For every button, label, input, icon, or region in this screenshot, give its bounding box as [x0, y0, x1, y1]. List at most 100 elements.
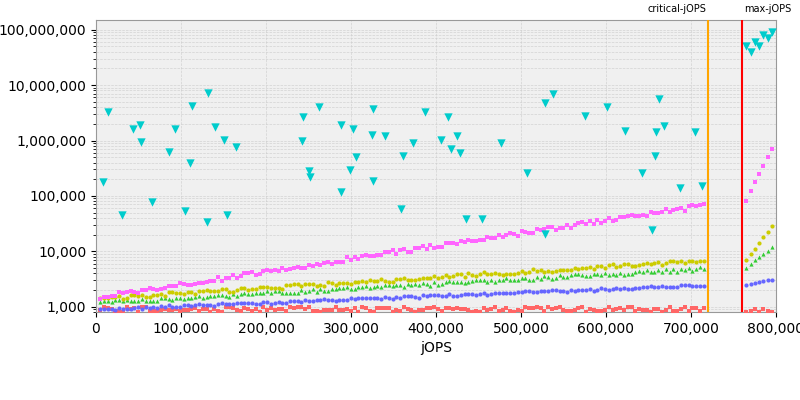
Point	[626, 304, 638, 310]
Point	[568, 265, 581, 272]
Point	[98, 298, 110, 304]
Point	[261, 307, 274, 314]
Point	[670, 284, 683, 290]
Point	[606, 270, 619, 277]
Point	[382, 278, 395, 285]
Point	[659, 266, 672, 272]
Point	[568, 306, 581, 313]
Point	[158, 306, 171, 312]
Point	[326, 286, 338, 292]
Point	[257, 304, 270, 310]
Point	[757, 32, 770, 38]
Point	[652, 284, 665, 290]
Point	[740, 198, 753, 204]
Point	[682, 203, 695, 209]
Point	[200, 279, 213, 286]
Point	[121, 297, 134, 304]
Point	[439, 305, 452, 311]
Point	[542, 273, 554, 280]
Point	[432, 292, 445, 298]
Point	[386, 247, 399, 254]
Point	[230, 287, 243, 294]
Point	[454, 292, 467, 298]
Point	[542, 224, 554, 230]
Point	[561, 308, 574, 314]
Point	[432, 282, 445, 288]
Point	[295, 299, 308, 305]
Point	[254, 308, 266, 315]
Point	[150, 287, 163, 293]
Point	[633, 213, 646, 220]
Point	[127, 126, 140, 132]
Point	[204, 292, 217, 299]
Point	[299, 306, 312, 312]
Point	[695, 183, 708, 189]
Point	[417, 274, 430, 281]
Point	[439, 240, 452, 246]
Point	[234, 273, 247, 279]
Point	[682, 307, 695, 314]
Point	[196, 280, 209, 286]
Point	[546, 287, 558, 294]
Point	[740, 309, 753, 315]
Point	[166, 282, 178, 289]
Point	[329, 282, 342, 288]
Point	[106, 306, 118, 312]
Point	[534, 288, 547, 294]
Point	[674, 258, 687, 264]
Point	[557, 274, 570, 280]
Point	[454, 279, 467, 286]
Point	[117, 308, 130, 315]
Point	[215, 300, 228, 306]
Point	[443, 305, 456, 311]
Point	[359, 283, 372, 289]
Point	[189, 281, 202, 288]
Point	[265, 300, 278, 307]
Point	[352, 256, 365, 262]
Point	[655, 261, 668, 268]
Point	[346, 125, 359, 132]
Point	[606, 286, 619, 292]
Point	[193, 293, 206, 300]
Point	[409, 294, 422, 300]
Point	[489, 278, 502, 285]
Point	[280, 290, 293, 296]
Point	[766, 309, 778, 315]
Point	[686, 258, 698, 264]
Point	[174, 308, 186, 314]
Point	[134, 139, 147, 146]
Point	[435, 244, 448, 250]
Point	[333, 297, 346, 303]
Point	[633, 284, 646, 291]
Point	[382, 295, 395, 302]
Point	[591, 287, 604, 294]
Point	[667, 257, 680, 264]
Point	[572, 287, 585, 293]
Point	[254, 284, 266, 290]
Point	[470, 272, 482, 279]
Point	[238, 270, 251, 276]
Point	[215, 292, 228, 298]
Point	[644, 269, 657, 275]
Point	[287, 304, 300, 311]
Point	[629, 269, 642, 275]
Point	[595, 263, 608, 269]
Point	[504, 308, 517, 314]
Point	[485, 306, 498, 312]
Point	[753, 240, 766, 246]
Point	[313, 104, 326, 110]
Point	[302, 262, 315, 268]
Point	[650, 129, 662, 136]
Point	[295, 304, 308, 310]
Point	[136, 306, 149, 312]
Point	[154, 291, 167, 298]
Point	[568, 271, 581, 278]
Point	[489, 270, 502, 276]
Point	[246, 300, 258, 306]
Point	[181, 282, 194, 288]
Point	[580, 287, 593, 294]
Point	[310, 297, 323, 303]
Point	[492, 277, 505, 283]
Point	[318, 282, 330, 289]
Point	[238, 290, 251, 296]
